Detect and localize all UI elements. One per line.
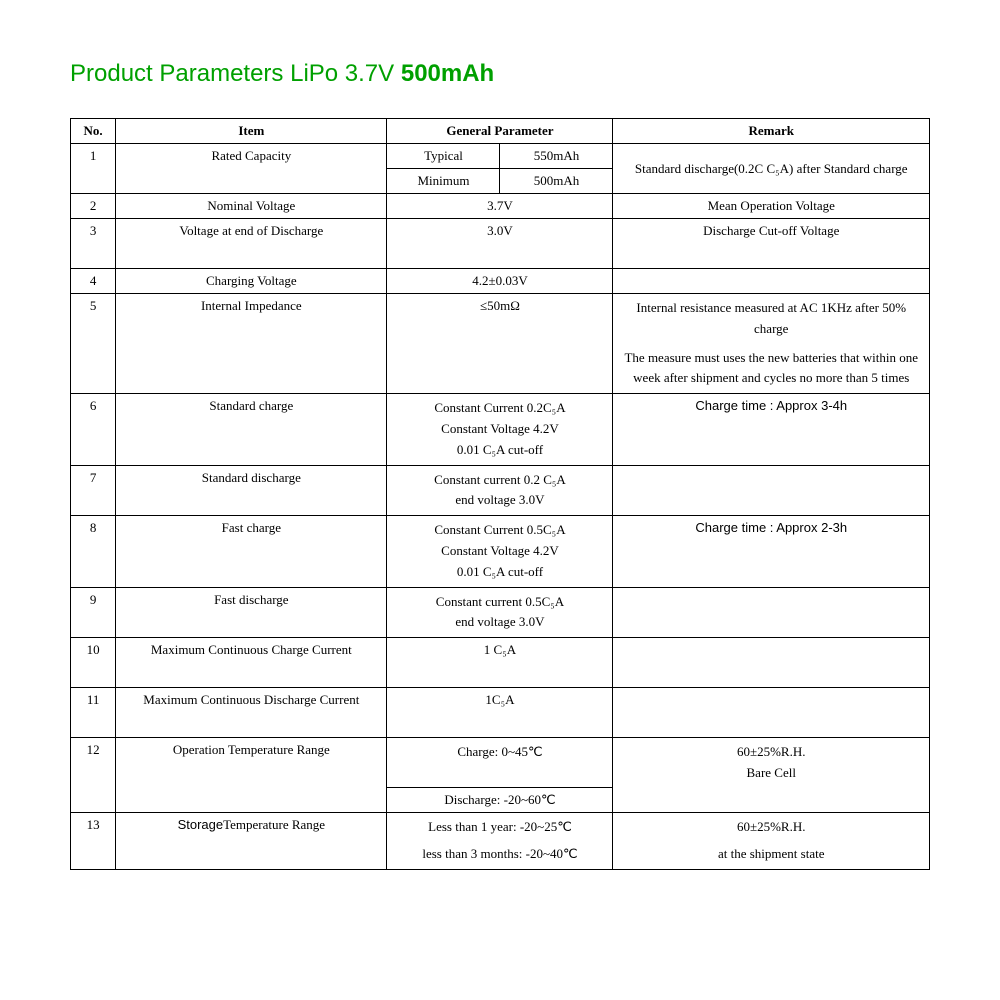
- cell-remark: Charge time : Approx 2-3h: [613, 516, 930, 587]
- item-part1: Storage: [178, 817, 224, 832]
- cell-general: Constant current 0.5C₅A end voltage 3.0V: [387, 587, 613, 638]
- cell-no: 12: [71, 738, 116, 813]
- remark-line: Bare Cell: [619, 763, 923, 784]
- general-line: end voltage 3.0V: [393, 490, 606, 511]
- cell-general: Constant current 0.2 C₅A end voltage 3.0…: [387, 465, 613, 516]
- cell-general: 1C₅A: [387, 688, 613, 738]
- cell-remark: 60±25%R.H. at the shipment state: [613, 813, 930, 870]
- header-remark: Remark: [613, 119, 930, 144]
- cell-no: 10: [71, 638, 116, 688]
- cell-general: Constant Current 0.5C₅A Constant Voltage…: [387, 516, 613, 587]
- cell-remark: Discharge Cut-off Voltage: [613, 219, 930, 269]
- cell-item: Standard discharge: [116, 465, 387, 516]
- cell-general: Discharge: -20~60℃: [387, 788, 613, 813]
- cell-item: Fast charge: [116, 516, 387, 587]
- cell-no: 2: [71, 194, 116, 219]
- general-line: Constant current 0.2 C₅A: [393, 470, 606, 491]
- cell-item: Operation Temperature Range: [116, 738, 387, 813]
- table-row: 1 Rated Capacity Typical 550mAh Standard…: [71, 144, 930, 169]
- general-line: Constant Current 0.2C₅A: [393, 398, 606, 419]
- item-part2: Temperature Range: [223, 817, 325, 832]
- cell-item: Standard charge: [116, 394, 387, 465]
- table-row: 10 Maximum Continuous Charge Current 1 C…: [71, 638, 930, 688]
- cell-no: 4: [71, 269, 116, 294]
- cell-item: Maximum Continuous Charge Current: [116, 638, 387, 688]
- general-line: 0.01 C₅A cut-off: [393, 440, 606, 461]
- cell-item: Voltage at end of Discharge: [116, 219, 387, 269]
- cell-item: Rated Capacity: [116, 144, 387, 194]
- general-line: Constant Voltage 4.2V: [393, 419, 606, 440]
- general-line: Constant Voltage 4.2V: [393, 541, 606, 562]
- cell-no: 3: [71, 219, 116, 269]
- cell-sub-value: 550mAh: [500, 144, 613, 169]
- remark-line: at the shipment state: [619, 844, 923, 865]
- cell-item: Internal Impedance: [116, 294, 387, 394]
- header-no: No.: [71, 119, 116, 144]
- cell-no: 13: [71, 813, 116, 870]
- cell-sub-label: Minimum: [387, 169, 500, 194]
- cell-remark: Standard discharge(0.2C C₅A) after Stand…: [613, 144, 930, 194]
- title-text: Product Parameters LiPo 3.7V: [70, 60, 401, 87]
- table-header-row: No. Item General Parameter Remark: [71, 119, 930, 144]
- table-row: 11 Maximum Continuous Discharge Current …: [71, 688, 930, 738]
- general-line: Constant Current 0.5C₅A: [393, 520, 606, 541]
- cell-no: 5: [71, 294, 116, 394]
- cell-no: 8: [71, 516, 116, 587]
- table-row: 3 Voltage at end of Discharge 3.0V Disch…: [71, 219, 930, 269]
- table-row: 7 Standard discharge Constant current 0.…: [71, 465, 930, 516]
- cell-item: Fast discharge: [116, 587, 387, 638]
- general-line: Less than 1 year: -20~25℃: [393, 817, 606, 838]
- general-line: 0.01 C₅A cut-off: [393, 562, 606, 583]
- remark-line: Internal resistance measured at AC 1KHz …: [619, 298, 923, 340]
- cell-general: Less than 1 year: -20~25℃ less than 3 mo…: [387, 813, 613, 870]
- table-row: 5 Internal Impedance ≤50mΩ Internal resi…: [71, 294, 930, 394]
- table-row: 13 StorageTemperature Range Less than 1 …: [71, 813, 930, 870]
- cell-no: 1: [71, 144, 116, 194]
- cell-general: 1 C₅A: [387, 638, 613, 688]
- table-row: 12 Operation Temperature Range Charge: 0…: [71, 738, 930, 788]
- cell-remark: [613, 638, 930, 688]
- remark-line: The measure must uses the new batteries …: [619, 348, 923, 390]
- cell-general: 3.0V: [387, 219, 613, 269]
- cell-item: Charging Voltage: [116, 269, 387, 294]
- cell-remark: [613, 465, 930, 516]
- cell-item: Maximum Continuous Discharge Current: [116, 688, 387, 738]
- general-line: less than 3 months: -20~40℃: [393, 844, 606, 865]
- cell-remark: [613, 688, 930, 738]
- header-item: Item: [116, 119, 387, 144]
- cell-remark: Mean Operation Voltage: [613, 194, 930, 219]
- cell-general: 4.2±0.03V: [387, 269, 613, 294]
- table-row: 2 Nominal Voltage 3.7V Mean Operation Vo…: [71, 194, 930, 219]
- header-general: General Parameter: [387, 119, 613, 144]
- cell-remark: [613, 269, 930, 294]
- table-row: 4 Charging Voltage 4.2±0.03V: [71, 269, 930, 294]
- page-title: Product Parameters LiPo 3.7V 500mAh: [70, 60, 930, 88]
- cell-general: Charge: 0~45℃: [387, 738, 613, 788]
- cell-no: 9: [71, 587, 116, 638]
- table-row: 9 Fast discharge Constant current 0.5C₅A…: [71, 587, 930, 638]
- table-row: 6 Standard charge Constant Current 0.2C₅…: [71, 394, 930, 465]
- parameters-table: No. Item General Parameter Remark 1 Rate…: [70, 118, 930, 870]
- general-line: Constant current 0.5C₅A: [393, 592, 606, 613]
- cell-remark: Internal resistance measured at AC 1KHz …: [613, 294, 930, 394]
- general-line: end voltage 3.0V: [393, 612, 606, 633]
- cell-general: 3.7V: [387, 194, 613, 219]
- cell-general: ≤50mΩ: [387, 294, 613, 394]
- cell-sub-label: Typical: [387, 144, 500, 169]
- cell-remark: Charge time : Approx 3-4h: [613, 394, 930, 465]
- cell-no: 7: [71, 465, 116, 516]
- cell-no: 11: [71, 688, 116, 738]
- title-capacity: 500mAh: [401, 60, 494, 87]
- cell-item: StorageTemperature Range: [116, 813, 387, 870]
- table-row: 8 Fast charge Constant Current 0.5C₅A Co…: [71, 516, 930, 587]
- cell-remark: [613, 587, 930, 638]
- cell-remark: 60±25%R.H. Bare Cell: [613, 738, 930, 813]
- cell-no: 6: [71, 394, 116, 465]
- remark-line: 60±25%R.H.: [619, 742, 923, 763]
- cell-item: Nominal Voltage: [116, 194, 387, 219]
- cell-general: Constant Current 0.2C₅A Constant Voltage…: [387, 394, 613, 465]
- remark-line: 60±25%R.H.: [619, 817, 923, 838]
- cell-sub-value: 500mAh: [500, 169, 613, 194]
